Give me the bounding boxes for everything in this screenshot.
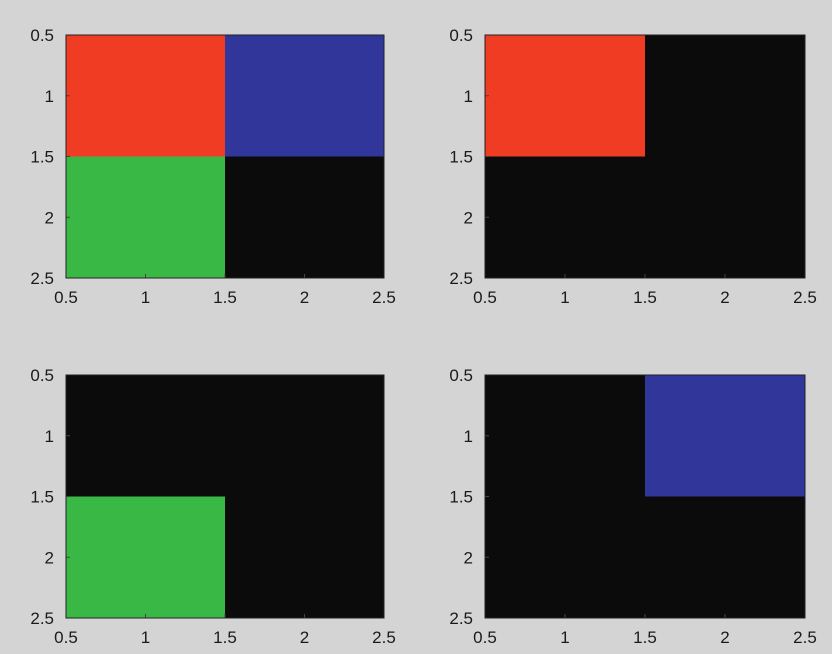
- y-tick-label: 2: [464, 208, 473, 227]
- cell-r2-c1: [66, 496, 225, 618]
- x-tick-label: 2: [300, 288, 309, 307]
- y-tick-label: 1.5: [449, 488, 473, 507]
- axes-frame: [484, 34, 806, 279]
- y-tick-label: 2.5: [449, 269, 473, 288]
- y-tick-label: 1: [45, 427, 54, 446]
- y-tick-label: 2: [45, 548, 54, 567]
- y-tick-label: 1.5: [30, 488, 54, 507]
- axes-frame: [484, 374, 806, 619]
- axes-frame: [65, 34, 385, 279]
- y-tick-label: 2: [464, 548, 473, 567]
- x-tick-label: 1.5: [633, 628, 657, 647]
- x-tick-label: 1.5: [213, 288, 237, 307]
- cell-r1-c1: [485, 35, 645, 157]
- cell-r2-c1: [485, 496, 645, 618]
- x-tick-label: 2.5: [372, 288, 396, 307]
- cell-r1-c1: [66, 375, 225, 497]
- cell-r1-c2: [225, 35, 384, 157]
- y-tick-label: 2.5: [30, 269, 54, 288]
- cell-r2-c1: [485, 156, 645, 278]
- y-tick-label: 2: [45, 208, 54, 227]
- cell-r2-c1: [66, 156, 225, 278]
- y-tick-label: 1: [464, 427, 473, 446]
- y-tick-label: 1: [45, 87, 54, 106]
- subplot-4: 0.5 1 1.5 2 2.50.511.522.5: [449, 366, 816, 647]
- cell-r2-c2: [645, 156, 805, 278]
- x-tick-label: 1.5: [633, 288, 657, 307]
- y-tick-label: 1.5: [449, 148, 473, 167]
- x-tick-label: 0.5: [473, 628, 497, 647]
- cell-r2-c2: [645, 496, 805, 618]
- x-tick-label: 0.5: [54, 288, 78, 307]
- subplot-3: 0.5 1 1.5 2 2.50.511.522.5: [30, 366, 395, 647]
- x-tick-label: 1.5: [213, 628, 237, 647]
- y-tick-label: 0.5: [449, 366, 473, 385]
- x-tick-label: 2.5: [372, 628, 396, 647]
- y-tick-label: 2.5: [30, 609, 54, 628]
- x-tick-label: 2: [300, 628, 309, 647]
- cell-r1-c2: [225, 375, 384, 497]
- axes-frame: [65, 374, 385, 619]
- subplot-2: 0.5 1 1.5 2 2.50.511.522.5: [449, 26, 816, 307]
- cell-r2-c2: [225, 156, 384, 278]
- y-tick-label: 0.5: [449, 26, 473, 45]
- x-tick-label: 1: [560, 288, 569, 307]
- cell-r1-c1: [485, 375, 645, 497]
- x-tick-label: 1: [141, 628, 150, 647]
- y-tick-label: 0.5: [30, 366, 54, 385]
- subplot-1: 0.5 1 1.5 2 2.50.511.522.5: [30, 26, 395, 307]
- cell-r1-c2: [645, 375, 805, 497]
- cell-r2-c2: [225, 496, 384, 618]
- x-tick-label: 2: [720, 628, 729, 647]
- y-tick-label: 1: [464, 87, 473, 106]
- x-tick-label: 2.5: [793, 288, 817, 307]
- y-tick-label: 0.5: [30, 26, 54, 45]
- x-tick-label: 2: [720, 288, 729, 307]
- x-tick-label: 0.5: [473, 288, 497, 307]
- y-tick-label: 1.5: [30, 148, 54, 167]
- x-tick-label: 1: [560, 628, 569, 647]
- x-tick-label: 1: [141, 288, 150, 307]
- x-tick-label: 0.5: [54, 628, 78, 647]
- cell-r1-c1: [66, 35, 225, 157]
- y-tick-label: 2.5: [449, 609, 473, 628]
- cell-r1-c2: [645, 35, 805, 157]
- x-tick-label: 2.5: [793, 628, 817, 647]
